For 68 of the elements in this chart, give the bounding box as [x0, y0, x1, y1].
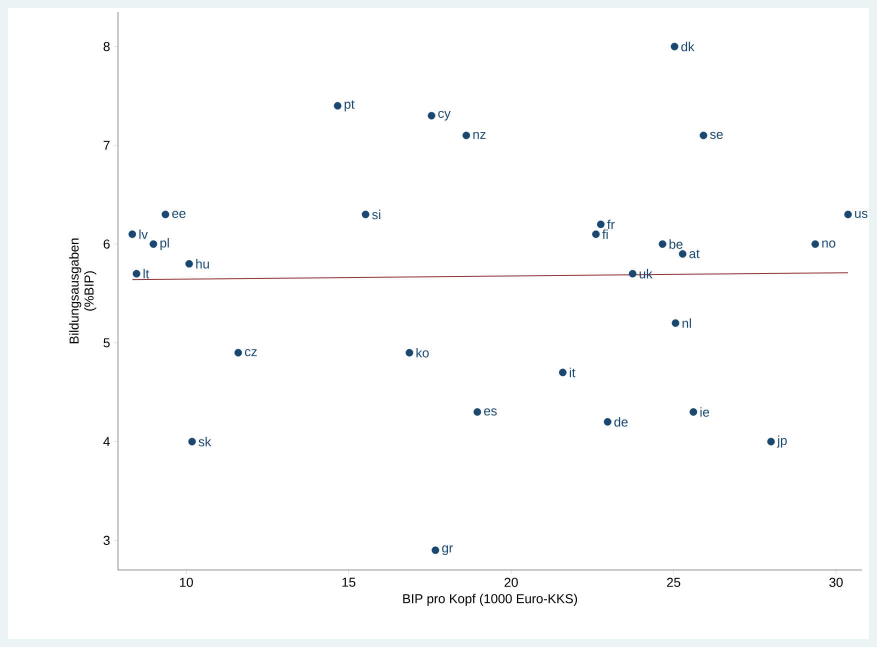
point [592, 230, 600, 238]
point [558, 368, 567, 376]
annotation: cz [244, 349, 257, 356]
annotation: no [822, 240, 836, 248]
y-tick-label: 3 [104, 536, 110, 545]
x-tick-label: 20 [504, 578, 518, 587]
annotation: pt [344, 100, 355, 112]
point [185, 260, 193, 268]
annotation: at [689, 250, 700, 258]
annotation: ie [700, 407, 710, 417]
y-tick-label: 4 [103, 437, 110, 446]
point [162, 210, 170, 218]
point [811, 240, 820, 248]
x-tick-label: 30 [829, 578, 843, 587]
point [678, 250, 686, 258]
annotation: sk [198, 436, 212, 446]
point [150, 240, 158, 248]
annotation: fi [602, 229, 608, 239]
annotation: si [372, 210, 380, 220]
point [672, 319, 680, 327]
point [604, 418, 612, 426]
x-tick-label: 10 [180, 578, 193, 587]
annotation: nz [473, 132, 486, 139]
x-tick-label: 15 [342, 578, 356, 587]
annotation: fr [607, 220, 615, 230]
x-axis-title: BIP pro Kopf (1000 Euro-KKS) [403, 594, 578, 606]
annotation: hu [196, 259, 209, 269]
point [700, 132, 708, 140]
annotation: lt [144, 268, 150, 278]
annotation: de [614, 417, 628, 427]
annotation: be [670, 239, 683, 249]
y-tick-label: 8 [104, 42, 110, 52]
annotation: cy [438, 110, 451, 121]
point [844, 210, 852, 218]
point [128, 230, 136, 238]
y-tick-label: 7 [104, 140, 110, 150]
point [767, 438, 775, 446]
point [670, 42, 678, 50]
annotation: dk [681, 42, 694, 52]
annotation: us [855, 210, 868, 218]
point [362, 210, 370, 218]
point [628, 270, 636, 278]
point [406, 348, 414, 357]
point [658, 240, 666, 248]
y-tick-label: 5 [104, 338, 110, 348]
annotation: pl [160, 238, 169, 250]
point [132, 270, 140, 278]
y-tick-label: 6 [104, 239, 110, 249]
point [334, 102, 342, 110]
annotation: ko [416, 348, 429, 358]
point [474, 408, 482, 416]
annotation: se [710, 132, 723, 139]
annotation: lv [139, 229, 148, 239]
annotation: jp [776, 436, 787, 448]
point [188, 438, 196, 446]
y-axis-title: Bildungsausgaben (%BIP) [69, 238, 96, 344]
annotation: it [570, 368, 576, 378]
annotation: gr [442, 545, 453, 556]
x-tick-label: 25 [667, 578, 680, 587]
point [597, 220, 605, 228]
point [432, 546, 440, 554]
point [428, 112, 436, 120]
annotation: es [484, 408, 497, 416]
point [234, 348, 242, 357]
point [462, 132, 470, 140]
annotation: ee [172, 210, 186, 218]
point [690, 408, 698, 416]
annotation: nl [682, 318, 691, 328]
